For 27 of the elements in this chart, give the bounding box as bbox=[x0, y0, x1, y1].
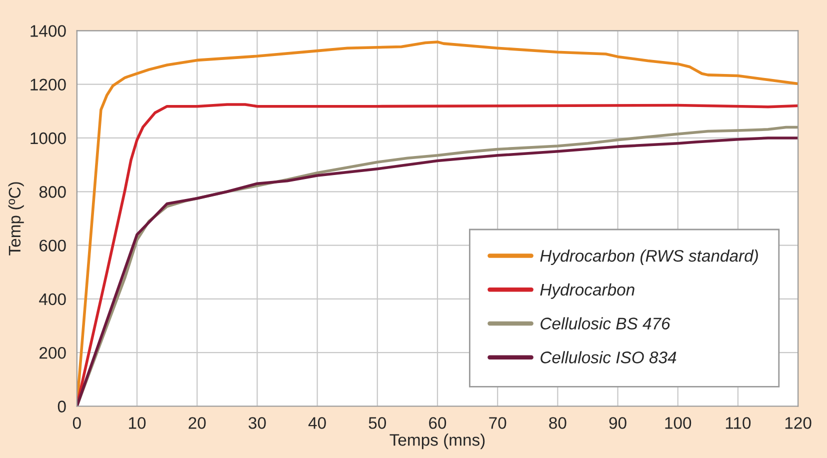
legend-label: Hydrocarbon bbox=[540, 283, 634, 299]
x-tick-label: 50 bbox=[368, 417, 386, 429]
y-axis-title: Temp (ºC) bbox=[8, 182, 24, 256]
x-tick-label: 120 bbox=[785, 417, 812, 429]
y-tick-label: 800 bbox=[39, 186, 66, 198]
y-tick-label: 0 bbox=[58, 400, 66, 412]
x-tick-label: 10 bbox=[129, 417, 146, 429]
x-axis-title: Temps (mns) bbox=[390, 434, 485, 450]
y-tick-label: 1000 bbox=[30, 132, 66, 144]
legend-label: Hydrocarbon (RWS standard) bbox=[540, 250, 758, 266]
x-tick-label: 60 bbox=[429, 417, 446, 429]
y-tick-label: 1400 bbox=[30, 25, 66, 37]
x-tick-label: 20 bbox=[188, 417, 206, 429]
y-tick-label: 1200 bbox=[30, 78, 66, 91]
legend-label: Cellulosic ISO 834 bbox=[540, 351, 676, 364]
x-tick-label: 100 bbox=[665, 417, 692, 429]
x-tick-label: 70 bbox=[489, 417, 506, 429]
x-tick-label: 0 bbox=[72, 417, 81, 429]
y-tick-label: 200 bbox=[40, 346, 66, 359]
y-tick-label: 400 bbox=[39, 293, 66, 306]
x-tick-label: 40 bbox=[308, 417, 326, 429]
x-tick-label: 80 bbox=[549, 417, 566, 429]
x-tick-label: 90 bbox=[609, 417, 626, 429]
x-tick-label: 110 bbox=[726, 417, 751, 429]
x-tick-label: 30 bbox=[248, 417, 266, 429]
y-tick-label: 600 bbox=[40, 240, 66, 252]
legend-label: Cellulosic BS 476 bbox=[540, 317, 670, 330]
